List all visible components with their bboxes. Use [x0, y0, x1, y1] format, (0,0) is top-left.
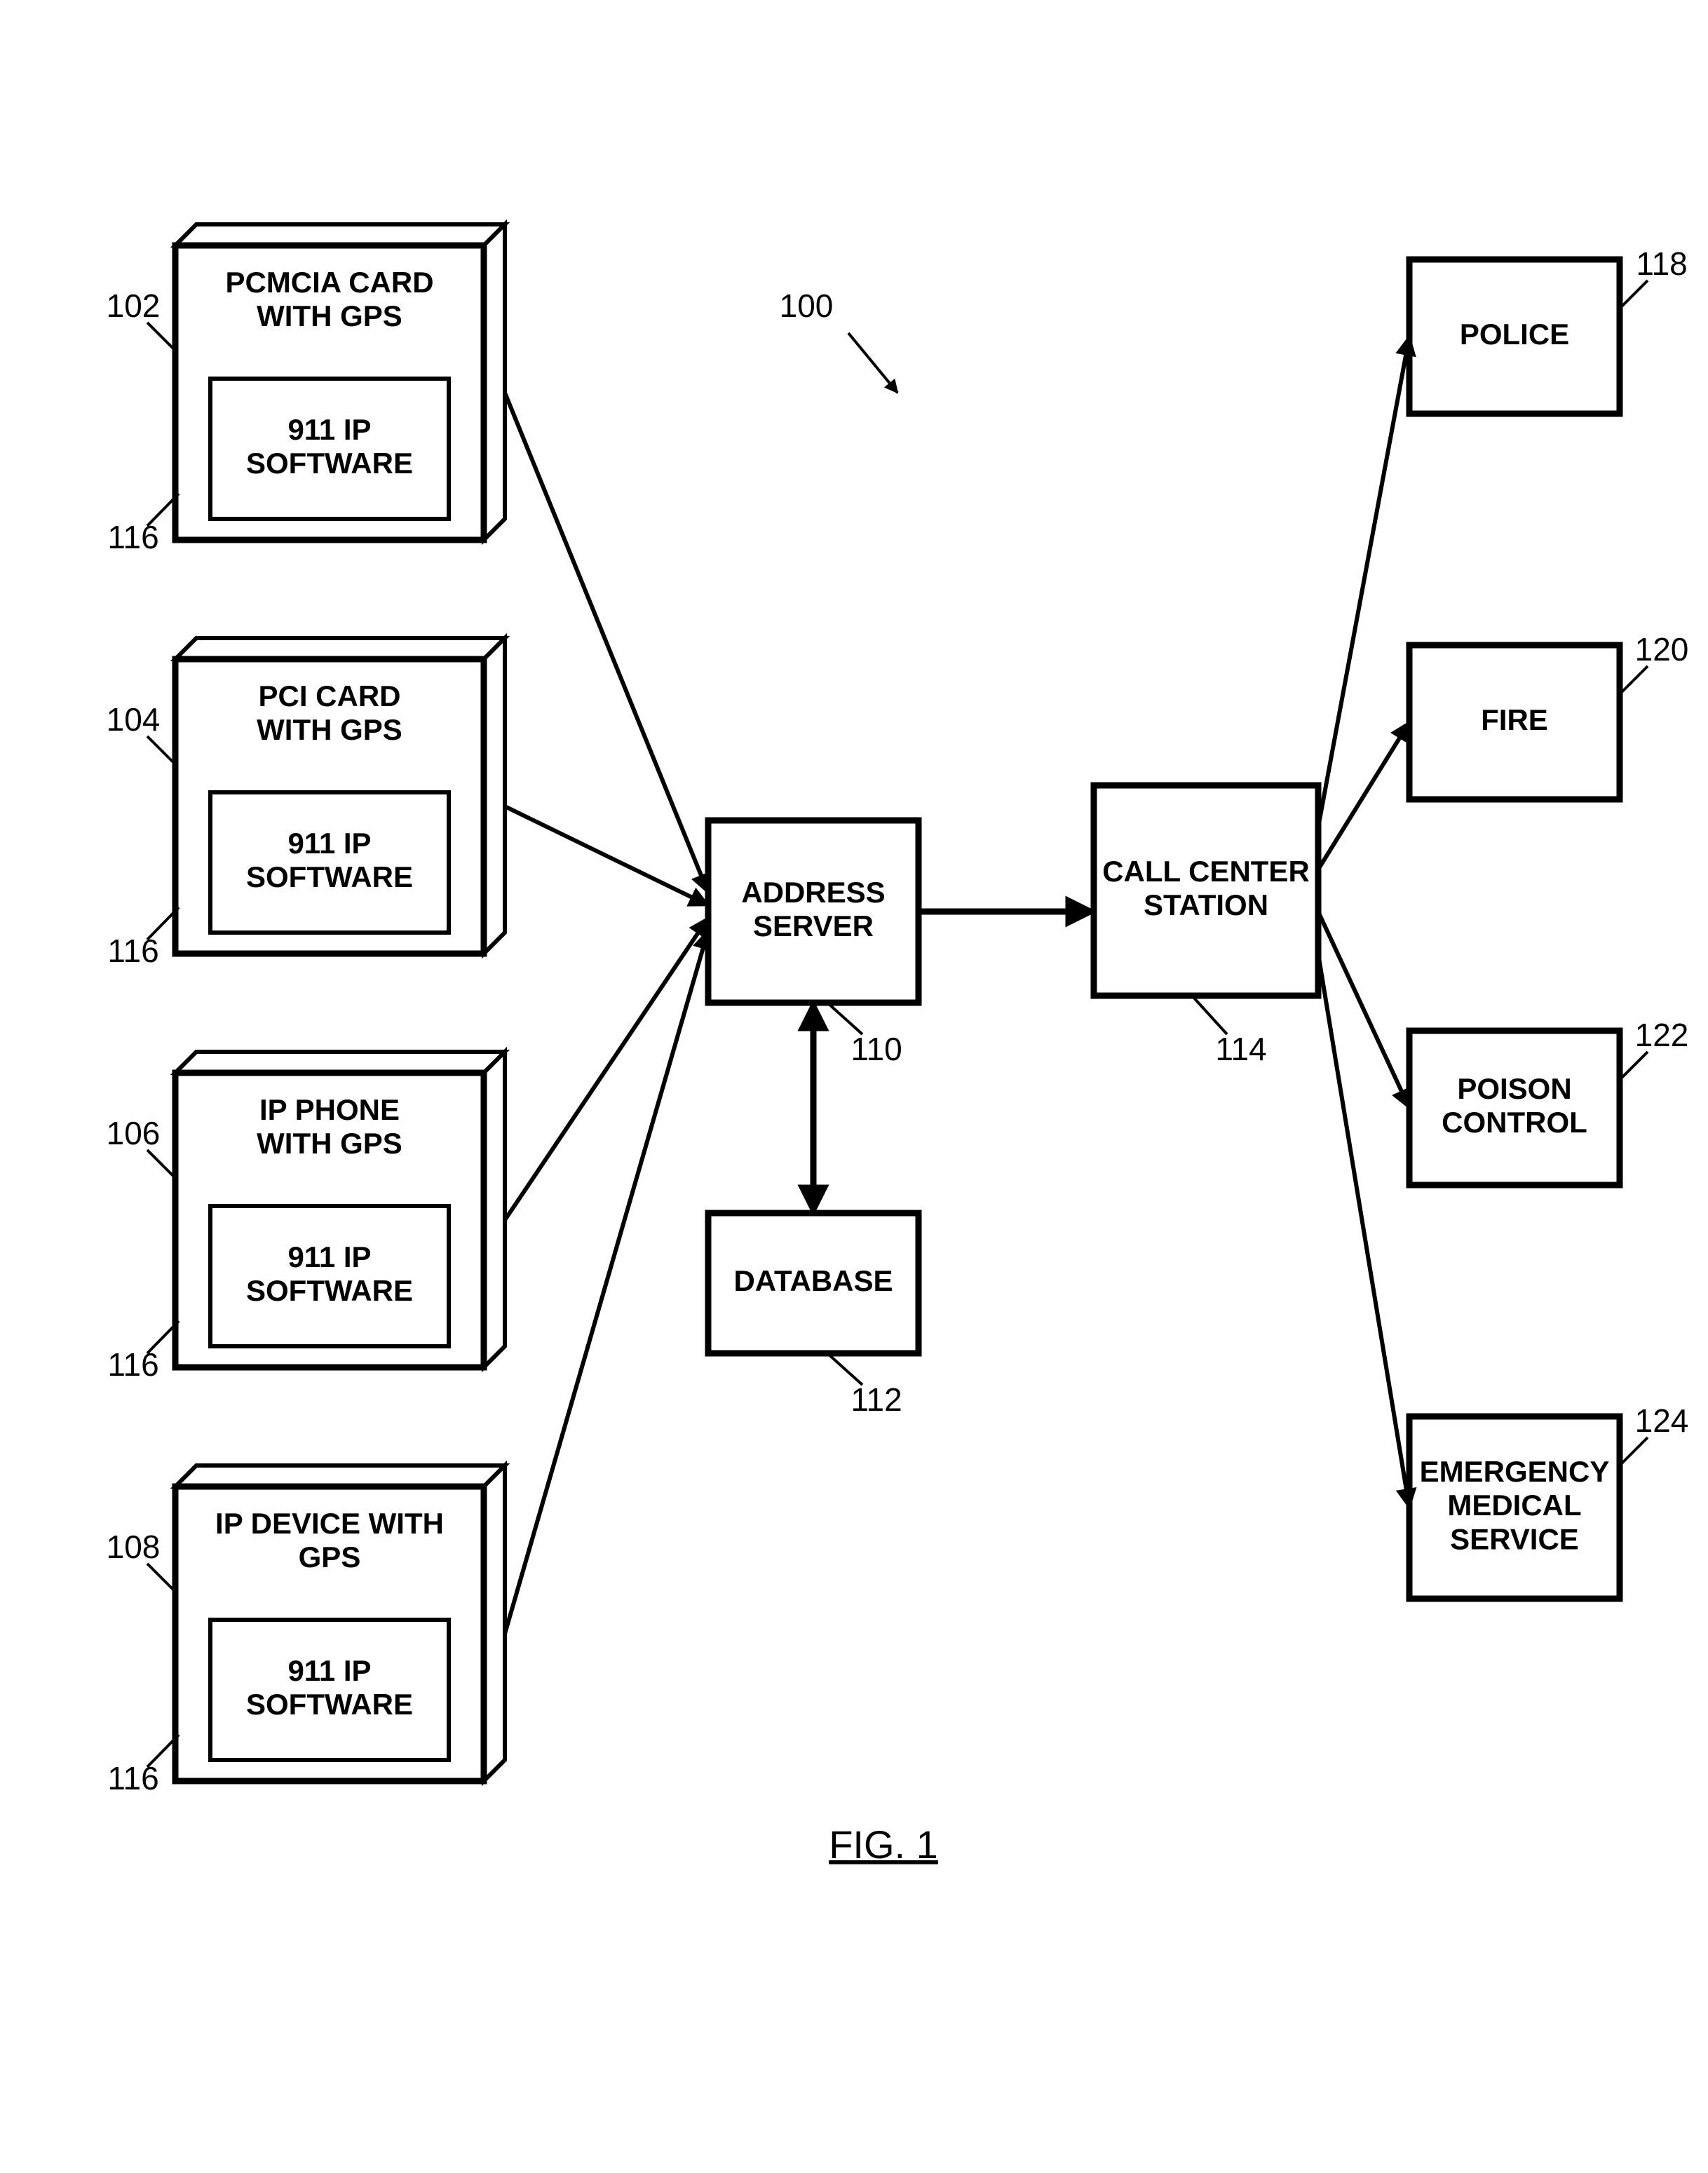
ref-tick: [1620, 1437, 1648, 1465]
device-title: WITH GPS: [257, 299, 402, 332]
ref-tick: [147, 1564, 175, 1592]
inner-label: 911 IP: [287, 1240, 371, 1273]
edge-device-server: [505, 393, 708, 893]
edge-device-server: [505, 918, 708, 1220]
ref-120: 120: [1635, 631, 1689, 668]
ref-tick: [1620, 666, 1648, 694]
ref-116: 116: [107, 1346, 158, 1383]
ref-102: 102: [107, 287, 161, 324]
edge-call-service: [1318, 912, 1409, 1108]
ref-tick: [1192, 996, 1227, 1034]
ref-110: 110: [850, 1031, 902, 1067]
device-title: IP DEVICE WITH: [215, 1507, 444, 1540]
ref-tick: [147, 323, 175, 351]
device-title: PCI CARD: [258, 679, 400, 712]
service-label: POLICE: [1460, 318, 1569, 351]
inner-label: SOFTWARE: [246, 447, 413, 480]
ref-104: 104: [107, 701, 161, 738]
call-center-label: STATION: [1144, 888, 1268, 921]
ref-108: 108: [107, 1529, 161, 1565]
ref-tick: [147, 1150, 175, 1178]
inner-label: SOFTWARE: [246, 860, 413, 893]
service-label: FIRE: [1481, 703, 1548, 736]
edge-call-service: [1318, 337, 1409, 827]
service-label: MEDICAL: [1447, 1489, 1581, 1522]
ref-118: 118: [1636, 245, 1687, 282]
ref-100: 100: [780, 287, 834, 324]
inner-label: 911 IP: [287, 1654, 371, 1687]
device-title: GPS: [299, 1541, 361, 1573]
service-label: SERVICE: [1450, 1522, 1579, 1555]
call-center-label: CALL CENTER: [1102, 855, 1310, 888]
ref-tick: [827, 1353, 862, 1385]
ref-116: 116: [107, 519, 158, 555]
ref-tick: [827, 1003, 862, 1034]
ref-116: 116: [107, 1760, 158, 1796]
inner-label: SOFTWARE: [246, 1274, 413, 1307]
ref-124: 124: [1635, 1402, 1689, 1439]
figure-label: FIG. 1: [829, 1822, 938, 1867]
address-server-label: ADDRESS: [741, 876, 885, 909]
edge-device-server: [505, 930, 708, 1634]
ref-114: 114: [1215, 1031, 1266, 1067]
ref-112: 112: [850, 1381, 902, 1418]
service-label: EMERGENCY: [1420, 1455, 1610, 1488]
ref-106: 106: [107, 1115, 161, 1151]
device-title: PCMCIA CARD: [225, 266, 433, 299]
ref-tick: [1620, 280, 1648, 309]
inner-label: 911 IP: [287, 827, 371, 860]
device-title: IP PHONE: [259, 1093, 400, 1126]
inner-label: SOFTWARE: [246, 1688, 413, 1721]
system-ref-arrow: [848, 333, 897, 393]
service-label: CONTROL: [1442, 1106, 1587, 1139]
ref-116: 116: [107, 933, 158, 969]
ref-122: 122: [1635, 1017, 1689, 1053]
edge-call-service: [1318, 954, 1409, 1508]
database-label: DATABASE: [733, 1264, 893, 1297]
ref-tick: [147, 736, 175, 764]
inner-label: 911 IP: [287, 413, 371, 446]
address-server-label: SERVER: [753, 909, 874, 942]
ref-tick: [1620, 1052, 1648, 1080]
device-title: WITH GPS: [257, 1127, 402, 1160]
device-title: WITH GPS: [257, 713, 402, 746]
service-label: POISON: [1457, 1072, 1571, 1105]
